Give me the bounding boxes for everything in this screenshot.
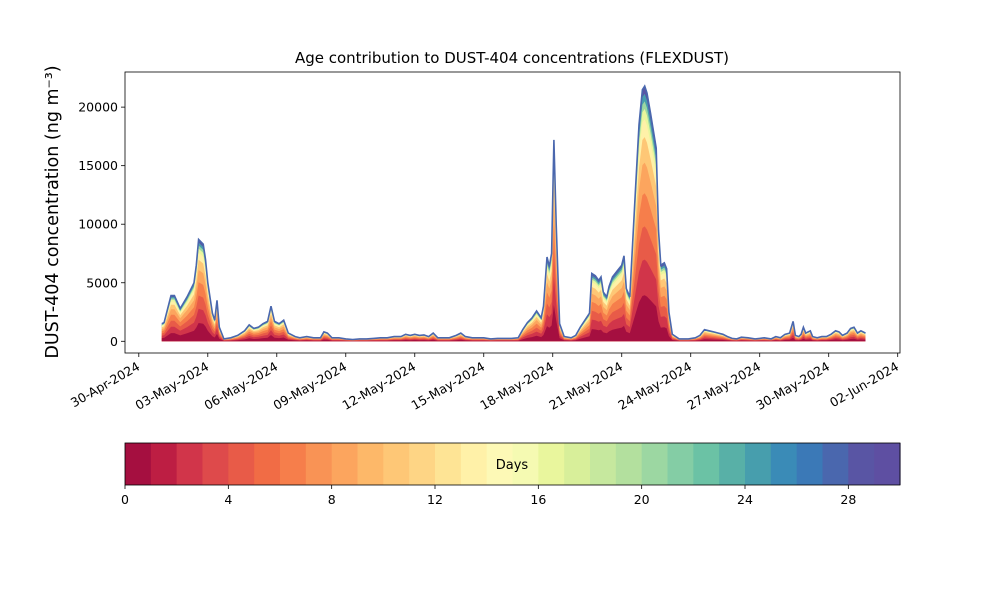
colorbar-swatch [176,443,204,485]
colorbar-swatch [770,443,798,485]
x-tick-label: 24-May-2024 [615,359,694,413]
plot-frame [124,71,901,354]
colorbar-tick-label: 28 [840,492,856,507]
colorbar-swatch [460,443,488,485]
colorbar-tick-label: 0 [121,492,129,507]
y-tick-label: 0 [110,334,118,349]
colorbar-label: Days [496,458,529,473]
colorbar-tick-label: 4 [224,492,232,507]
colorbar-swatch [822,443,849,485]
colorbar-swatch [280,443,307,485]
age-band-area-5 [161,137,866,342]
x-tick-label: 02-Jun-2024 [827,359,901,410]
colorbar-swatch [719,443,746,485]
colorbar-swatch [383,443,410,485]
age-band-area-1 [161,93,866,342]
age-band-area-0 [161,86,866,342]
x-tick-label: 15-May-2024 [408,359,487,413]
colorbar-swatch [254,443,281,485]
colorbar-swatch [150,443,178,485]
colorbar-swatch [641,443,669,485]
chart-title: Age contribution to DUST-404 concentrati… [295,49,729,67]
colorbar-axis: 0 4 8 12 16 20 24 28 [121,485,856,507]
colorbar-frame [124,442,901,486]
y-tick-label: 15000 [78,158,118,173]
age-band-area-6 [161,162,866,342]
colorbar [125,443,901,485]
colorbar-swatch [228,443,255,485]
plot-area [161,84,866,342]
colorbar-tick-label: 24 [737,492,753,507]
x-tick-label: 27-May-2024 [684,359,763,413]
age-band-area-3 [161,109,866,342]
colorbar-swatch [745,443,772,485]
y-tick-label: 10000 [78,217,118,232]
colorbar-swatch [331,443,359,485]
x-tick-label: 18-May-2024 [477,359,556,413]
x-tick-label: 30-Apr-2024 [68,359,142,411]
x-tick-label: 06-May-2024 [201,359,280,413]
colorbar-swatch [693,443,720,485]
colorbar-swatch [564,443,591,485]
y-axis-label: DUST-404 concentration (ng m⁻³) [43,65,63,358]
age-band-area-4 [161,119,866,342]
colorbar-swatch [435,443,462,485]
x-tick-label: 30-May-2024 [753,359,832,413]
y-tick-label: 20000 [78,100,118,115]
x-tick-label: 21-May-2024 [546,359,625,413]
y-tick-label: 5000 [86,275,118,290]
x-tick-label: 09-May-2024 [270,359,349,413]
colorbar-swatch [667,443,694,485]
colorbar-swatch [874,443,901,485]
x-tick-label: 12-May-2024 [339,359,418,413]
colorbar-swatch [590,443,617,485]
colorbar-swatch [202,443,229,485]
age-band-area-2 [161,101,866,342]
y-axis: 0 5000 10000 15000 20000 [78,100,125,349]
colorbar-tick-label: 16 [530,492,546,507]
colorbar-tick-label: 20 [634,492,650,507]
colorbar-swatch [796,443,824,485]
colorbar-swatch [125,443,152,485]
colorbar-swatch [409,443,436,485]
colorbar-swatch [538,443,565,485]
colorbar-swatch [512,443,539,485]
colorbar-tick-label: 12 [427,492,443,507]
x-tick-label: 03-May-2024 [132,359,211,413]
colorbar-swatch [486,443,514,485]
colorbar-tick-label: 8 [328,492,336,507]
colorbar-swatch [848,443,875,485]
colorbar-swatch [615,443,643,485]
x-axis: 30-Apr-202403-May-202406-May-202409-May-… [68,353,901,413]
colorbar-swatch [305,443,333,485]
total-concentration-line [161,84,866,341]
colorbar-swatch [357,443,384,485]
